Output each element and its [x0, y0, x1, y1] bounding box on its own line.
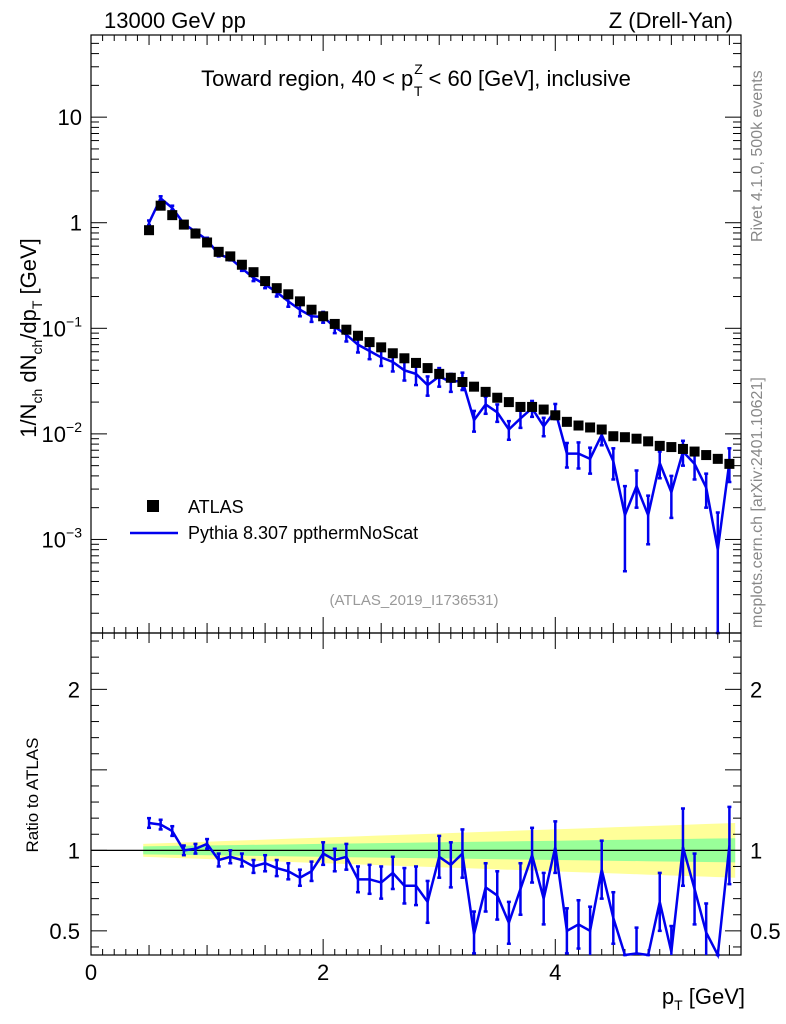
atlas-data-point	[155, 200, 166, 211]
atlas-data-point	[271, 283, 282, 294]
ratio-frame	[90, 632, 742, 956]
atlas-data-point	[619, 432, 630, 443]
rivet-version-label: Rivet 4.1.0, 500k events	[749, 70, 766, 242]
atlas-data-point	[689, 446, 700, 457]
analysis-watermark: (ATLAS_2019_I1736531)	[329, 592, 498, 609]
ratio-mc-line	[148, 821, 731, 960]
atlas-data-point	[445, 372, 456, 383]
main-ytick-label: 10−1	[42, 313, 83, 341]
ratio-ytick-label-right: 0.5	[750, 919, 781, 944]
collision-energy-label: 13000 GeV pp	[104, 8, 246, 33]
atlas-data-point	[585, 422, 596, 433]
atlas-data-point	[387, 348, 398, 359]
atlas-data-point	[329, 318, 340, 329]
ratio-ytick-label: 0.5	[49, 919, 80, 944]
main-ytick-label: 10−2	[42, 419, 83, 447]
atlas-data-point	[561, 416, 572, 427]
atlas-data-point	[654, 440, 665, 451]
atlas-data-point	[202, 237, 213, 248]
atlas-data-point	[608, 431, 619, 442]
ratio-xtick-label: 4	[549, 960, 561, 985]
atlas-data-point	[306, 304, 317, 315]
atlas-data-point	[515, 401, 526, 412]
ratio-ytick-label-right: 1	[750, 838, 762, 863]
legend-mc-label: Pythia 8.307 ppthermNoScat	[188, 523, 418, 543]
ratio-ytick-label: 1	[68, 838, 80, 863]
atlas-data-point	[318, 311, 329, 322]
atlas-data-point	[527, 401, 538, 412]
legend-atlas-label: ATLAS	[188, 497, 244, 517]
atlas-data-point	[341, 324, 352, 335]
atlas-data-point	[724, 458, 735, 469]
x-axis-label: pT [GeV]	[662, 984, 745, 1013]
atlas-data-point	[411, 357, 421, 368]
atlas-data-point	[422, 363, 433, 374]
ratio-ylabel: Ratio to ATLAS	[23, 738, 42, 853]
main-ytick-label: 10−3	[42, 524, 83, 552]
atlas-data-point	[480, 386, 491, 397]
ratio-xtick-label: 0	[85, 960, 97, 985]
main-ylabel: 1/Nch dNch/dpT [GeV]	[16, 238, 45, 438]
atlas-data-point	[376, 342, 387, 353]
main-ytick-label: 10	[58, 105, 82, 130]
main-ytick-label: 1	[70, 211, 82, 236]
atlas-data-point	[399, 353, 410, 364]
atlas-data-point	[631, 433, 642, 444]
atlas-data-point	[666, 442, 677, 453]
atlas-data-point	[248, 267, 259, 278]
atlas-data-point	[457, 377, 468, 388]
atlas-data-point	[178, 219, 189, 230]
legend-atlas-marker	[147, 500, 159, 512]
atlas-data-point	[236, 259, 247, 270]
atlas-data-point	[190, 228, 201, 239]
atlas-data-point	[677, 443, 688, 454]
atlas-data-point	[225, 251, 236, 262]
atlas-data-point	[538, 404, 549, 415]
atlas-data-point	[469, 381, 480, 392]
plot-title: Toward region, 40 < pZ T < 60 [GeV], incl…	[201, 61, 631, 99]
atlas-data-point	[364, 337, 375, 348]
atlas-data-point	[701, 450, 712, 461]
atlas-data-point	[144, 225, 155, 236]
atlas-data-point	[294, 296, 305, 307]
main-frame	[90, 34, 742, 634]
atlas-data-point	[492, 392, 503, 403]
atlas-data-point	[596, 424, 607, 435]
atlas-data-point	[260, 276, 271, 287]
process-label: Z (Drell-Yan)	[609, 8, 733, 33]
atlas-data-point	[643, 436, 654, 447]
atlas-data-point	[283, 289, 294, 300]
ratio-xtick-label: 2	[317, 960, 329, 985]
atlas-data-point	[712, 453, 723, 464]
atlas-data-point	[434, 368, 445, 379]
atlas-data-point	[167, 210, 178, 221]
ratio-ytick-label: 2	[68, 677, 80, 702]
mcplots-reference-label: mcplots.cern.ch [arXiv:2401.10621]	[749, 377, 766, 628]
main-panel: Toward region, 40 < pZ T < 60 [GeV], incl…	[16, 34, 742, 635]
ratio-ytick-label-right: 2	[750, 677, 762, 702]
atlas-data-point	[352, 330, 363, 341]
atlas-data-point	[213, 246, 224, 257]
atlas-data-point	[503, 397, 514, 408]
atlas-data-point	[550, 410, 561, 421]
atlas-data-point	[573, 420, 584, 431]
